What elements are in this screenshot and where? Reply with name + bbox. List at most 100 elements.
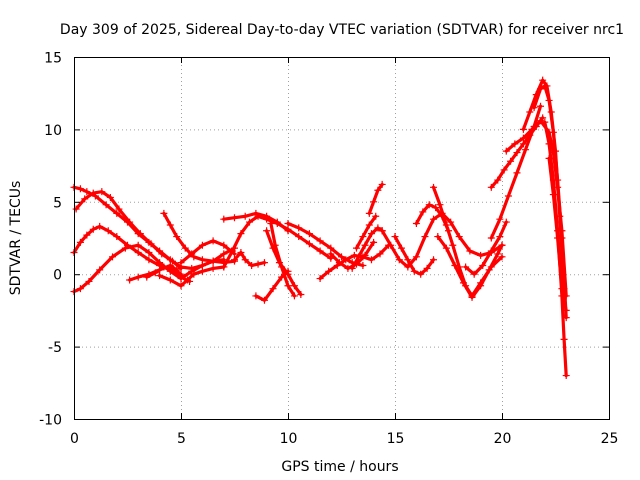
series-line: [431, 185, 504, 298]
data-point: [168, 266, 176, 274]
data-point: [502, 218, 510, 226]
data-point: [160, 263, 168, 271]
data-point: [168, 257, 176, 265]
data-point: [198, 267, 206, 275]
data-point: [145, 248, 153, 256]
data-point: [156, 272, 164, 280]
data-point: [166, 276, 174, 284]
data-point: [479, 262, 487, 270]
data-point: [269, 285, 277, 293]
data-point: [361, 241, 369, 249]
data-point: [477, 282, 485, 290]
data-point: [477, 251, 485, 259]
data-point: [522, 146, 530, 154]
y-axis-title: SDTVAR / TECUs: [8, 181, 24, 296]
series-line: [145, 265, 192, 283]
data-point: [451, 262, 459, 270]
data-point: [549, 191, 557, 199]
data-point: [76, 238, 84, 246]
series-track-23: [391, 233, 438, 278]
series-track-8: [160, 209, 238, 267]
data-point: [134, 248, 142, 256]
data-point: [190, 270, 198, 278]
data-point: [305, 240, 313, 248]
data-point: [391, 233, 399, 241]
data-point: [209, 257, 217, 265]
data-point: [500, 166, 508, 174]
data-point: [220, 263, 228, 271]
x-tick-label: 0: [70, 431, 79, 447]
data-point: [442, 244, 450, 252]
data-point: [468, 293, 476, 301]
data-point: [442, 221, 450, 229]
data-point: [372, 212, 380, 220]
data-point: [342, 256, 350, 264]
data-point: [72, 205, 80, 213]
data-point: [335, 259, 343, 267]
data-point: [263, 212, 271, 220]
data-point: [136, 230, 144, 238]
data-point: [151, 269, 159, 277]
data-point: [376, 250, 384, 258]
data-point: [504, 192, 512, 200]
data-point: [145, 256, 153, 264]
data-point: [519, 125, 527, 133]
data-point: [378, 180, 386, 188]
data-point: [305, 230, 313, 238]
data-point: [545, 96, 553, 104]
data-point: [545, 140, 553, 148]
data-point: [325, 267, 333, 275]
data-point: [378, 227, 386, 235]
y-tick-label: -5: [48, 340, 62, 356]
data-point: [447, 218, 455, 226]
data-point: [237, 248, 245, 256]
series-track-10: [231, 248, 268, 270]
data-point: [327, 250, 335, 258]
series-track-4: [72, 188, 185, 272]
data-point: [220, 241, 228, 249]
data-point: [241, 256, 249, 264]
axis-ticks: 0 5 10 15 20 25 -10 -5 0 5 10 15: [39, 51, 618, 448]
series-line: [74, 190, 183, 270]
y-tick-label: 10: [44, 123, 62, 139]
data-point: [297, 290, 305, 298]
data-point: [252, 292, 260, 300]
data-point: [496, 215, 504, 223]
data-point: [158, 250, 166, 258]
series-line: [265, 229, 303, 297]
data-point: [316, 237, 324, 245]
data-point: [487, 234, 495, 242]
data-point: [295, 224, 303, 232]
data-point: [295, 233, 303, 241]
data-point: [188, 264, 196, 272]
data-point: [421, 233, 429, 241]
data-point: [124, 241, 131, 249]
data-point: [173, 233, 181, 241]
chart-title: Day 309 of 2025, Sidereal Day-to-day VTE…: [60, 22, 624, 38]
x-axis-title: GPS time / hours: [281, 459, 398, 475]
data-point: [245, 218, 253, 226]
data-point: [455, 233, 463, 241]
data-point: [537, 102, 545, 110]
data-point: [83, 188, 91, 196]
data-point: [113, 209, 121, 217]
data-point: [370, 198, 378, 206]
data-point: [134, 273, 142, 281]
series-line: [380, 211, 504, 269]
data-point: [487, 183, 495, 191]
data-point: [430, 183, 438, 191]
data-point: [365, 221, 373, 229]
data-point: [260, 296, 268, 304]
data-point: [558, 285, 566, 293]
data-point: [528, 125, 536, 133]
data-point: [430, 256, 438, 264]
data-point: [166, 221, 174, 229]
data-point: [252, 209, 260, 217]
data-point: [284, 282, 292, 290]
series-track-15: [263, 227, 305, 298]
data-point: [198, 241, 206, 249]
data-point: [352, 244, 360, 252]
data-point: [387, 241, 395, 249]
data-point: [254, 260, 262, 268]
